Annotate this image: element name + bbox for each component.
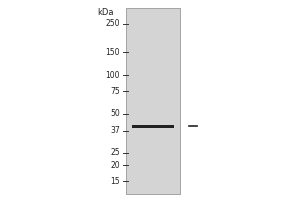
- Text: 25: 25: [110, 148, 120, 157]
- Text: 100: 100: [106, 71, 120, 80]
- FancyBboxPatch shape: [132, 125, 174, 128]
- Text: kDa: kDa: [98, 8, 114, 17]
- Text: 15: 15: [110, 177, 120, 186]
- Text: 37: 37: [110, 126, 120, 135]
- FancyBboxPatch shape: [126, 8, 180, 194]
- Text: 250: 250: [106, 19, 120, 28]
- Text: 50: 50: [110, 109, 120, 118]
- Text: 150: 150: [106, 48, 120, 57]
- Text: 20: 20: [110, 161, 120, 170]
- Text: 75: 75: [110, 87, 120, 96]
